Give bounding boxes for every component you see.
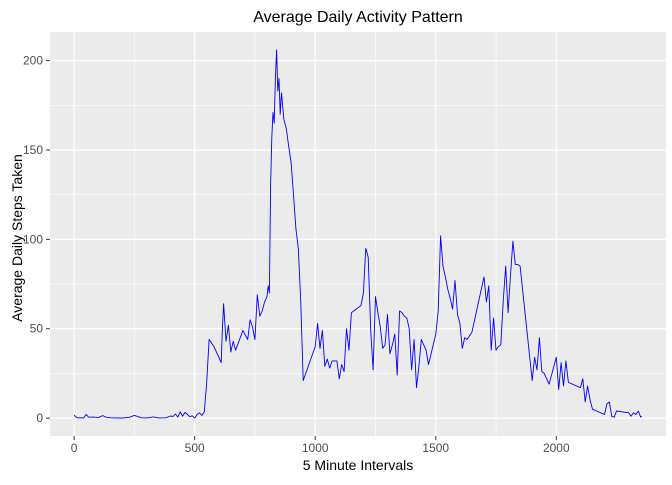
y-tick-label: 150: [23, 143, 43, 157]
y-axis-ticks: 0 50 100 150 200: [23, 54, 50, 425]
y-axis-title: Average Daily Steps Taken: [9, 154, 25, 322]
y-tick-label: 50: [30, 322, 44, 336]
y-tick-label: 0: [36, 411, 43, 425]
series-line: [73, 49, 643, 419]
x-axis-ticks: 0 500 1000 1500 2000: [71, 436, 570, 455]
x-tick-label: 1500: [422, 441, 449, 455]
series-layer: [73, 49, 643, 419]
x-tick-label: 1000: [302, 441, 329, 455]
x-tick-label: 0: [71, 441, 78, 455]
grid-lines: [50, 32, 666, 436]
chart-title: Average Daily Activity Pattern: [253, 9, 463, 26]
x-axis-title: 5 Minute Intervals: [303, 457, 414, 473]
y-tick-label: 100: [23, 232, 43, 246]
y-tick-label: 200: [23, 54, 43, 68]
plot-panel: [50, 32, 666, 436]
x-tick-label: 500: [185, 441, 205, 455]
x-tick-label: 2000: [543, 441, 570, 455]
